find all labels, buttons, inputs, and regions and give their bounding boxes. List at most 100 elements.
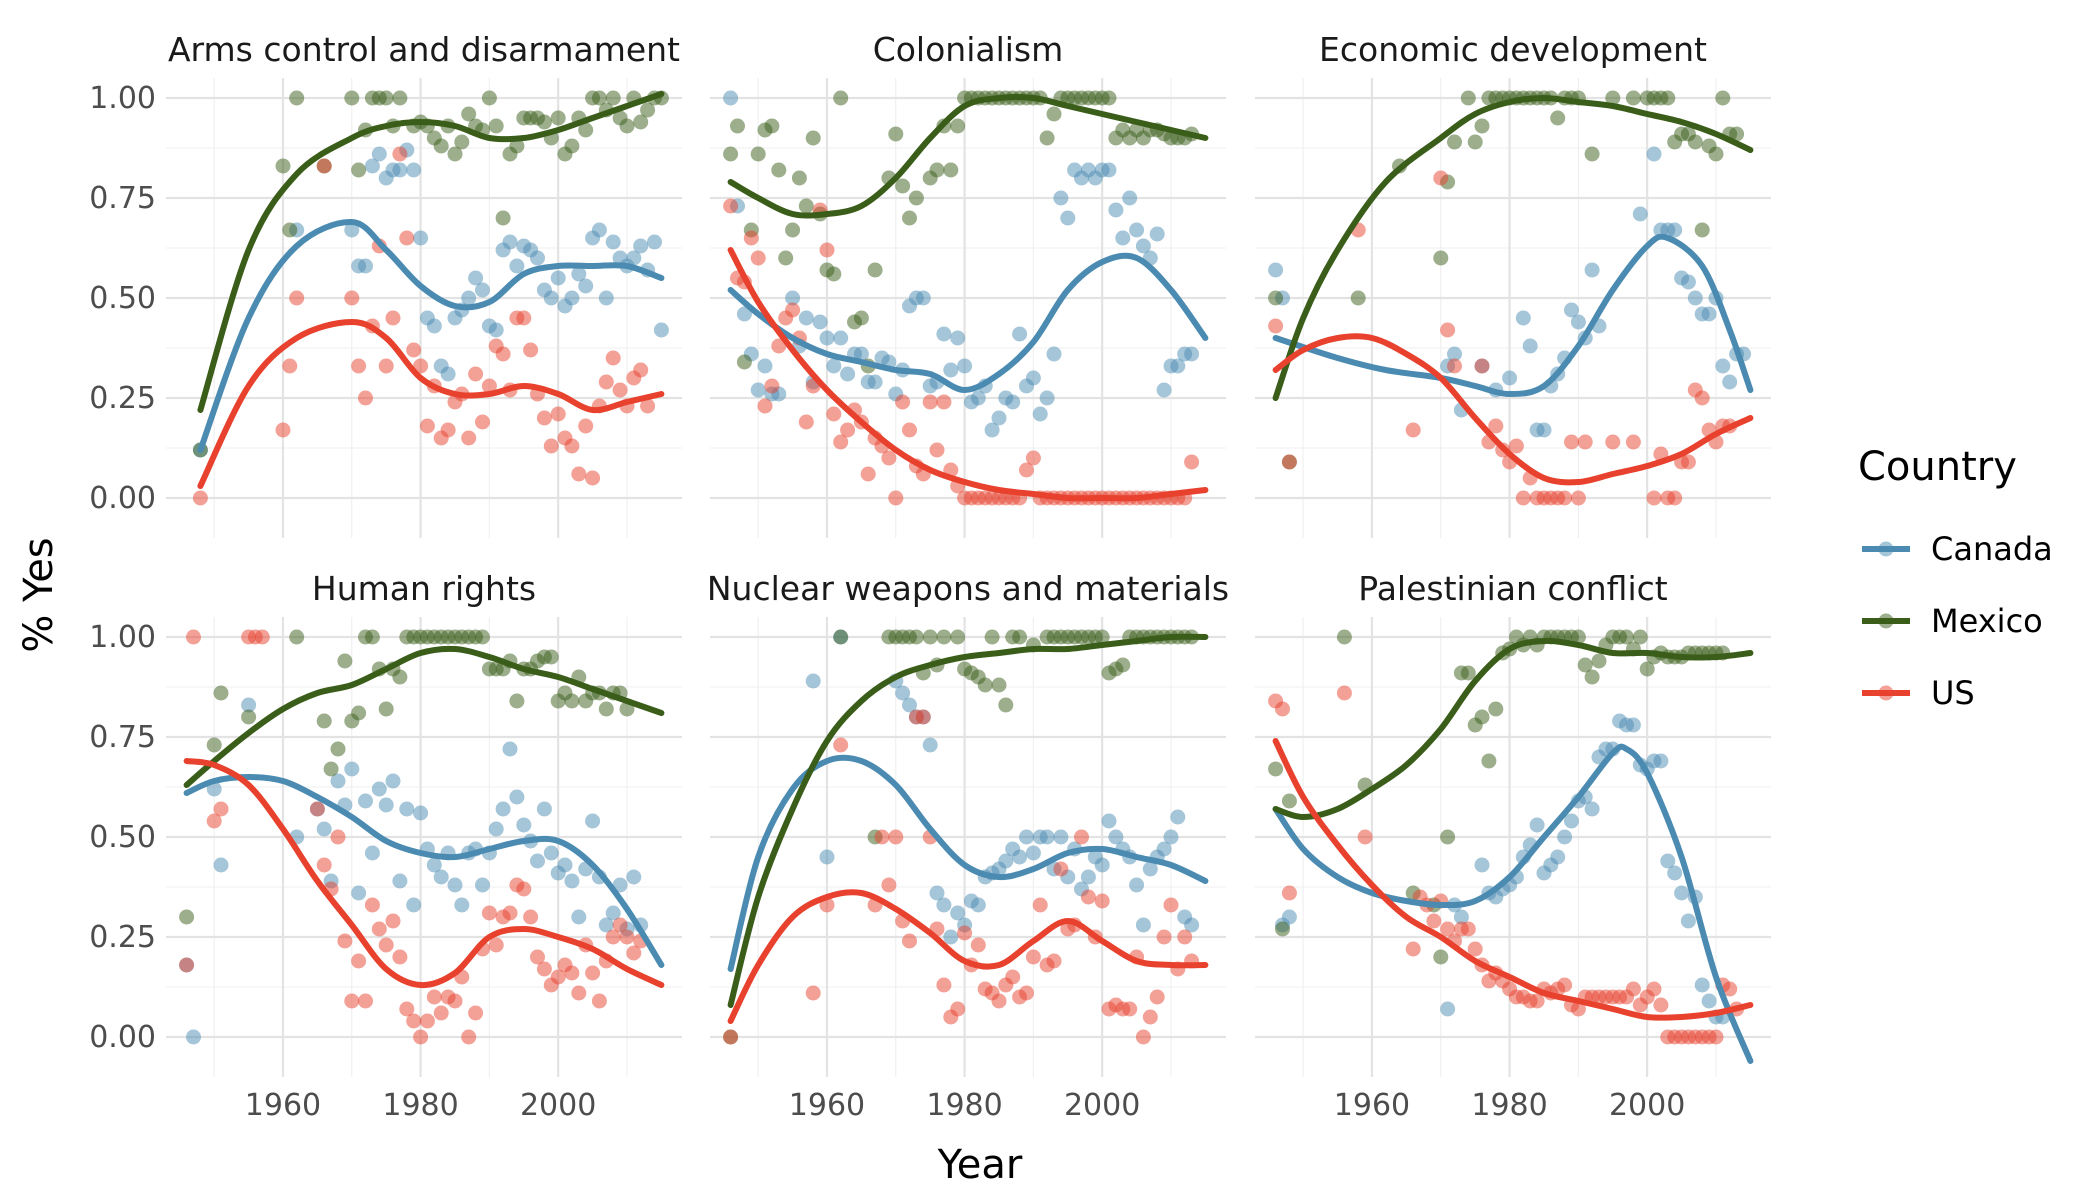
point-canada — [475, 877, 490, 893]
point-us — [1460, 921, 1476, 937]
point-us — [536, 410, 552, 426]
point-canada — [488, 322, 504, 338]
x-tick-label: 1960 — [245, 1088, 321, 1123]
legend-entry-us: US — [1862, 674, 1975, 712]
point-us — [1032, 897, 1048, 913]
point-canada — [1502, 370, 1518, 386]
point-us — [1694, 390, 1710, 406]
point-canada — [1680, 913, 1696, 929]
point-us — [957, 925, 973, 941]
point-mexico — [826, 266, 842, 282]
point-us — [1646, 490, 1662, 506]
facet-title: Arms control and disarmament — [168, 30, 680, 69]
point-mexico — [764, 118, 780, 134]
point-us — [881, 450, 897, 466]
point-mexico — [640, 102, 656, 118]
point-us — [1281, 885, 1297, 901]
point-canada — [1094, 857, 1110, 873]
point-us — [1447, 358, 1462, 374]
point-mexico — [723, 146, 739, 162]
point-canada — [1019, 829, 1034, 845]
point-canada — [1060, 210, 1076, 226]
point-us — [743, 230, 759, 246]
point-canada — [612, 877, 628, 893]
point-us — [1268, 318, 1284, 334]
point-canada — [536, 801, 552, 817]
point-us — [1577, 434, 1593, 450]
point-canada — [998, 853, 1014, 869]
point-canada — [1129, 877, 1145, 893]
y-tick-label: 1.00 — [89, 81, 156, 116]
point-canada — [1564, 302, 1579, 318]
point-canada — [433, 869, 449, 885]
smooth-line-us — [1272, 333, 1754, 486]
smooth-layer — [183, 645, 665, 989]
point-mexico — [778, 250, 794, 266]
point-us — [468, 366, 484, 382]
point-us — [1005, 969, 1021, 985]
point-us — [419, 418, 435, 434]
point-us — [619, 929, 635, 945]
point-canada — [1694, 977, 1710, 993]
point-us — [1625, 981, 1641, 997]
point-us — [282, 358, 298, 374]
point-mexico — [1591, 653, 1607, 669]
point-us — [970, 937, 986, 953]
point-canada — [1025, 845, 1041, 861]
point-canada — [943, 929, 959, 945]
point-canada — [819, 849, 835, 865]
point-mexico — [454, 134, 470, 150]
smooth-line-canada — [1272, 233, 1754, 398]
point-canada — [371, 146, 387, 162]
point-us — [936, 394, 952, 410]
point-canada — [833, 330, 849, 346]
point-mexico — [853, 310, 869, 326]
point-us — [523, 342, 539, 358]
point-canada — [1570, 314, 1586, 330]
point-us — [1570, 1001, 1586, 1017]
point-us — [1708, 1029, 1724, 1045]
point-mexico — [1101, 90, 1117, 106]
point-us — [723, 198, 739, 214]
point-us — [186, 629, 201, 645]
smooth-line-canada — [727, 754, 1209, 972]
point-mexico — [1619, 629, 1634, 645]
point-us — [564, 965, 580, 981]
facet-title: Nuclear weapons and materials — [707, 569, 1229, 608]
point-us — [1440, 322, 1456, 338]
point-us — [1074, 829, 1089, 845]
point-us — [585, 965, 601, 981]
point-mexico — [833, 90, 849, 106]
point-layer — [192, 90, 669, 506]
point-canada — [1667, 222, 1683, 238]
point-us — [805, 985, 821, 1001]
point-us — [1653, 997, 1669, 1013]
point-canada — [1550, 849, 1566, 865]
point-us — [440, 422, 456, 438]
point-canada — [461, 290, 477, 306]
point-canada — [1012, 849, 1028, 865]
legend-label: Mexico — [1931, 602, 2043, 640]
point-canada — [530, 250, 545, 266]
point-canada — [1667, 865, 1683, 881]
point-mexico — [1605, 90, 1621, 106]
point-us — [543, 438, 559, 454]
point-canada — [413, 805, 429, 821]
point-mexico — [351, 162, 367, 178]
point-mexico — [1275, 921, 1290, 937]
point-canada — [1039, 390, 1055, 406]
point-canada — [475, 282, 490, 298]
point-us — [530, 949, 545, 965]
x-tick-label: 2000 — [1609, 1088, 1685, 1123]
legend-key-point — [1878, 541, 1894, 557]
point-canada — [1625, 717, 1641, 733]
point-us — [461, 1029, 477, 1045]
point-us — [833, 434, 849, 450]
smooth-layer — [1272, 637, 1754, 1064]
point-canada — [943, 362, 959, 378]
point-canada — [1653, 753, 1669, 769]
point-canada — [1268, 262, 1284, 278]
point-mexico — [591, 90, 607, 106]
point-canada — [213, 857, 229, 873]
point-canada — [358, 793, 373, 809]
